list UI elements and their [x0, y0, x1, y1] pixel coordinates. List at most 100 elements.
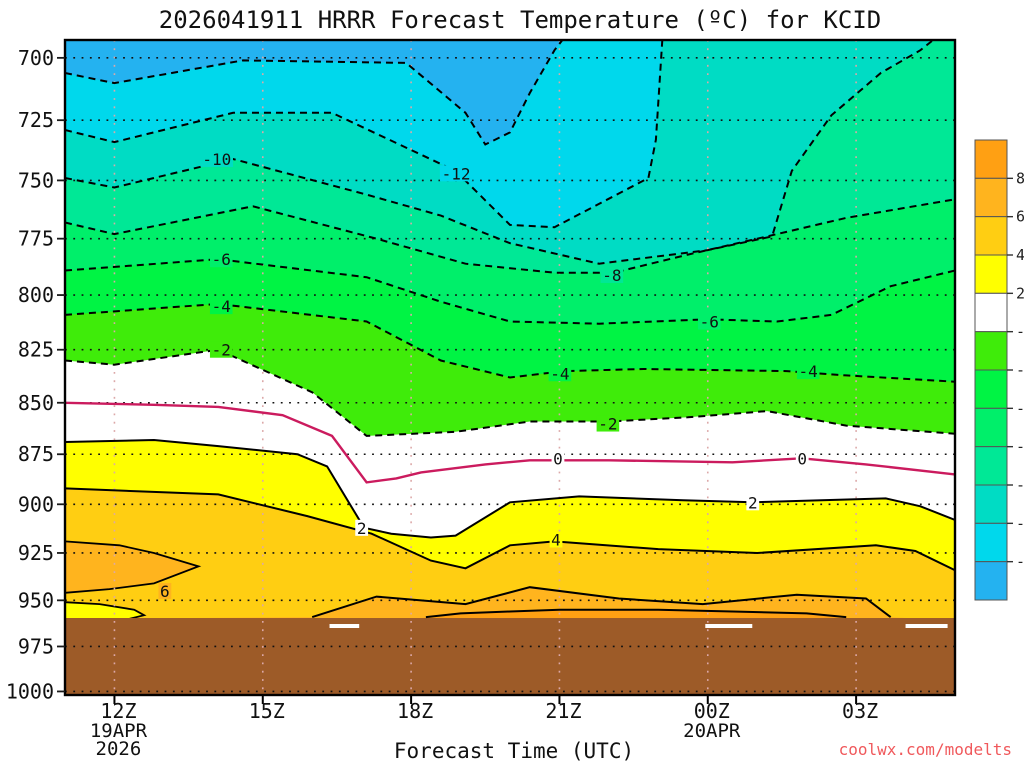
surface-terrain-layer [65, 618, 955, 695]
contour-label-bg [209, 341, 233, 358]
surface-gap-2 [905, 624, 948, 629]
colorbar-cell [974, 369, 1008, 409]
colorbar-cell [974, 561, 1008, 601]
contour-label-bg [697, 313, 721, 330]
contour-line--8 [65, 198, 955, 274]
x-tick-label: 12Z [100, 699, 136, 723]
colorbar-cell [974, 522, 1008, 563]
contour-label: 0 [797, 449, 807, 468]
colorbar-cell [974, 254, 1008, 294]
contour-label: -4 [799, 362, 818, 381]
contour-label-bg [209, 251, 233, 268]
contour-fill-layer [65, 40, 955, 695]
contour-label: -6 [700, 313, 719, 332]
contour-label: 4 [551, 530, 561, 549]
contour-label-bg [209, 298, 233, 315]
chart-title: 2026041911 HRRR Forecast Temperature (ºC… [159, 6, 881, 34]
y-tick-label: 750 [18, 168, 54, 192]
contour-label-bg [200, 150, 233, 167]
contour-label: -4 [212, 297, 231, 316]
x-axis-title: Forecast Time (UTC) [394, 739, 634, 763]
y-tick-label: 925 [18, 541, 54, 565]
colorbar-label: -14 [1016, 553, 1024, 571]
contour-line--10 [65, 40, 935, 265]
fill-region-cool-surface-sliver-2-4 [65, 601, 147, 620]
colorbar-cell [974, 177, 1008, 218]
fill-region-warm-wedge-6-8 [65, 540, 202, 594]
y-tick-label: 875 [18, 442, 54, 466]
y-tick-label: 775 [18, 227, 54, 251]
y-tick-label: 800 [18, 283, 54, 307]
colorbar-label: -4 [1016, 361, 1024, 379]
contour-label-bg [746, 494, 760, 511]
plot-frame [63, 38, 957, 697]
colorbar-label: -12 [1016, 514, 1024, 532]
contour-line--2 [65, 348, 955, 437]
colorbar-cell [974, 446, 1008, 486]
x-tick-label: 21Z [545, 699, 581, 723]
gridline-layer [65, 40, 955, 695]
pressure-axis: 700 725 750 775 800 825 850 875 900 925 950 975 1000 [6, 46, 65, 703]
colorbar-label: -6 [1016, 399, 1024, 417]
contour-line-6 [311, 586, 892, 619]
contour-label-bg [548, 365, 572, 382]
y-tick-label: 950 [18, 588, 54, 612]
x-tick-label: 18Z [397, 699, 433, 723]
colorbar-cell [974, 331, 1008, 371]
colorbar-cell [974, 484, 1008, 524]
contour-label: 0 [553, 449, 563, 468]
y-tick-label: 825 [18, 338, 54, 362]
contour-label: 2 [748, 493, 758, 512]
contour-line--4 [65, 302, 955, 383]
contour-label: 6 [160, 582, 170, 601]
x-date-label: 20APR [683, 720, 741, 742]
contour-label-layer: -10 -12 -6 -8 -4 -6 -2 -4 -4 -2 0 0 2 2 4 6 [158, 150, 820, 601]
contour-line-layer [65, 40, 955, 619]
y-tick-label: 900 [18, 492, 54, 516]
colorbar-cell [974, 216, 1008, 256]
colorbar-cell [974, 407, 1008, 448]
x-tick-label: 03Z [842, 699, 878, 723]
contour-label: -10 [202, 150, 231, 169]
contour-label-bg [596, 415, 620, 432]
watermark-link[interactable]: coolwx.com/modelts [839, 740, 1012, 759]
contour-label: 2 [357, 519, 367, 538]
y-tick-label: 1000 [6, 679, 54, 703]
contour-line-2 [65, 438, 955, 539]
y-tick-label: 850 [18, 391, 54, 415]
contour-label-bg [796, 363, 820, 380]
contour-label-bg [439, 165, 473, 182]
contour-line-8 [425, 608, 847, 619]
surface-gap-0 [329, 624, 360, 629]
contour-label: -6 [212, 250, 231, 269]
colorbar-cell [974, 139, 1008, 179]
surface-strip [65, 618, 955, 695]
y-tick-label: 975 [18, 634, 54, 658]
x-date-label: 19APR [90, 720, 148, 742]
y-tick-label: 700 [18, 46, 54, 70]
contour-line-4 [65, 487, 955, 572]
colorbar-label: 6 [1016, 208, 1024, 226]
colorbar: 8 6 4 2 -2 -4 -6 -8 -10 -12 -14 [974, 139, 1024, 601]
contour-line-0-freezing [65, 401, 955, 484]
x-tick-label: 15Z [249, 699, 285, 723]
contour-line--12 [65, 40, 664, 229]
contour-label-bg [795, 450, 809, 467]
contour-label: -4 [550, 364, 569, 383]
colorbar-label: 8 [1016, 169, 1024, 187]
y-tick-label: 725 [18, 108, 54, 132]
colorbar-label: -2 [1016, 323, 1024, 341]
colorbar-label: 4 [1016, 246, 1024, 264]
contour-label-bg [600, 266, 624, 283]
colorbar-label: -8 [1016, 438, 1024, 456]
contour-label-bg [158, 582, 172, 599]
contour-label: -2 [212, 341, 231, 360]
contour-line--6 [65, 258, 955, 325]
colorbar-label: 2 [1016, 284, 1024, 302]
x-date-label: 2026 [96, 738, 142, 760]
contour-line--14 [65, 40, 564, 146]
colorbar-label: -10 [1016, 476, 1024, 494]
